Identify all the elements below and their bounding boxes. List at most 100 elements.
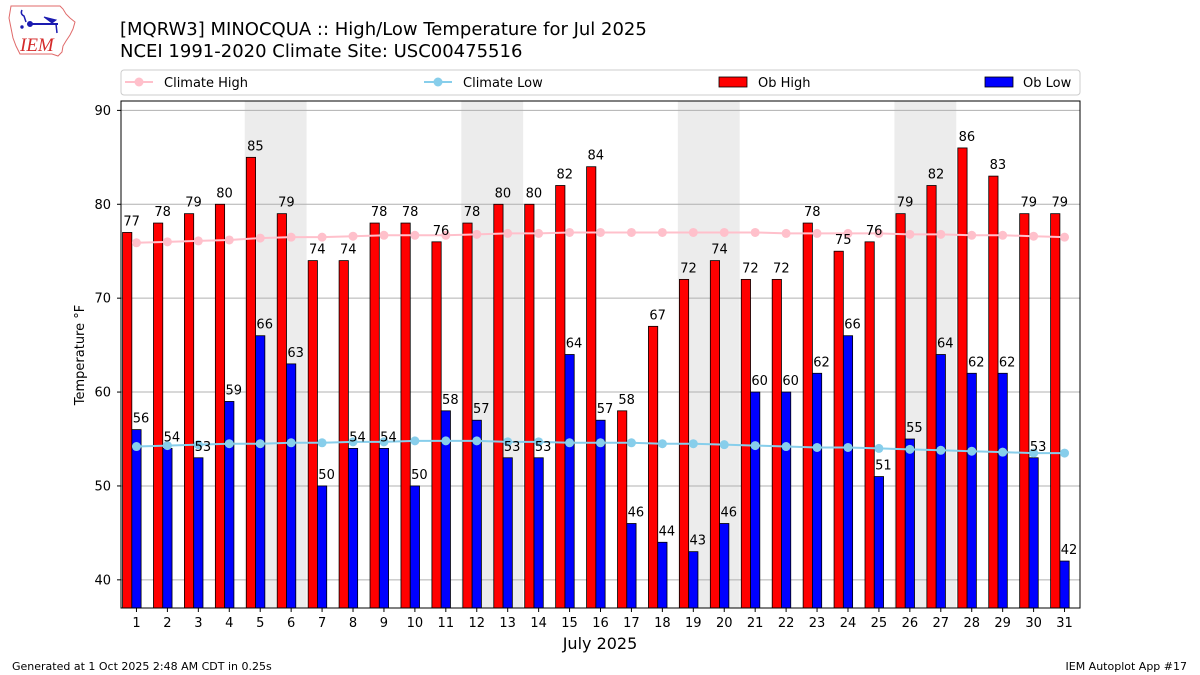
label-ob-high: 80 [495,186,512,201]
label-ob-low: 53 [535,440,552,455]
point-climate-high [317,232,327,242]
label-ob-low: 53 [504,440,521,455]
y-axis: 40 50 60 70 80 90 [94,104,121,588]
y-tick-label: 70 [94,292,111,307]
bar-ob-low [533,457,544,609]
x-tick-label: 25 [871,616,888,631]
x-tick-label: 23 [809,616,826,631]
x-tick-label: 12 [468,616,485,631]
point-climate-low [874,443,884,453]
bar-ob-high [957,147,968,609]
x-tick-label: 3 [194,616,202,631]
label-ob-high: 72 [742,261,759,276]
bar-ob-low [193,457,204,609]
bar-ob-low [471,419,482,609]
label-ob-high: 67 [649,308,666,323]
point-climate-high [905,229,915,239]
label-ob-high: 79 [185,196,202,211]
x-tick-label: 8 [349,616,357,631]
bar-ob-high [926,185,937,609]
label-ob-low: 57 [597,402,614,417]
point-climate-high [193,236,203,246]
bar-ob-high [245,156,256,609]
bar-ob-low [1028,457,1039,609]
label-ob-high: 74 [711,243,728,258]
bar-ob-low [781,391,792,609]
x-tick-label: 4 [225,616,233,631]
bar-ob-low [966,372,977,609]
point-climate-low [688,439,698,449]
bar-ob-low [286,363,297,609]
bar-ob-high [1019,213,1030,609]
bar-ob-high [153,222,164,609]
point-climate-high [255,233,265,243]
label-ob-low: 62 [968,355,985,370]
y-tick-label: 50 [94,479,111,494]
x-tick-label: 29 [994,616,1011,631]
label-ob-high: 72 [773,261,790,276]
x-tick-label: 13 [499,616,516,631]
point-climate-low [286,438,296,448]
label-ob-low: 43 [690,534,707,549]
point-climate-low [1029,448,1039,458]
bar-ob-high [864,241,875,609]
point-climate-low [905,444,915,454]
bar-ob-low [688,551,699,609]
label-ob-high: 86 [959,130,976,145]
label-ob-high: 82 [928,168,945,183]
bar-ob-high [184,213,195,609]
chart-title-line1: [MQRW3] MINOCQUA :: High/Low Temperature… [120,19,647,40]
point-climate-low [596,438,605,448]
point-climate-high [224,235,234,245]
point-climate-high [565,227,575,237]
label-ob-high: 78 [464,205,481,220]
label-ob-low: 54 [380,430,397,445]
legend-label-ob-high: Ob High [758,76,811,91]
bar-ob-high [617,410,628,609]
label-ob-low: 42 [1061,543,1078,558]
point-climate-low [224,439,234,449]
bar-ob-low [812,372,823,609]
point-climate-low [781,442,791,452]
label-ob-high: 76 [866,224,883,239]
point-climate-low [750,441,760,451]
y-tick-label: 40 [94,573,111,588]
x-tick-label: 2 [163,616,171,631]
bar-ob-low [347,447,359,609]
x-tick-label: 18 [654,616,671,631]
x-tick-label: 30 [1025,616,1042,631]
label-ob-low: 51 [875,459,892,474]
label-ob-low: 63 [287,346,304,361]
point-climate-low [967,446,977,456]
point-climate-low [193,440,203,450]
point-climate-high [410,230,420,240]
label-ob-high: 78 [402,205,419,220]
legend-label-ob-low: Ob Low [1023,76,1072,91]
label-ob-high: 76 [433,224,450,239]
label-ob-high: 58 [618,393,635,408]
point-climate-high [348,231,358,241]
point-climate-low [998,447,1008,457]
point-climate-low [410,436,420,446]
label-ob-high: 72 [680,261,697,276]
label-ob-low: 53 [1030,440,1047,455]
label-ob-high: 80 [526,186,543,201]
label-ob-high: 74 [340,243,357,258]
point-climate-low [719,440,729,450]
label-ob-low: 54 [164,430,181,445]
iem-logo: IEM [8,5,76,57]
legend-item-climate-high: Climate High [125,76,248,91]
bar-ob-high [369,222,380,609]
label-ob-low: 58 [442,393,459,408]
point-climate-high [936,229,946,239]
bar-ob-low [626,523,637,609]
label-ob-low: 59 [226,383,243,398]
label-ob-low: 57 [473,402,490,417]
label-ob-low: 46 [628,506,645,521]
point-climate-high [657,227,667,237]
point-climate-high [379,230,389,240]
point-climate-low [441,436,451,446]
bar-ob-low [595,419,606,609]
